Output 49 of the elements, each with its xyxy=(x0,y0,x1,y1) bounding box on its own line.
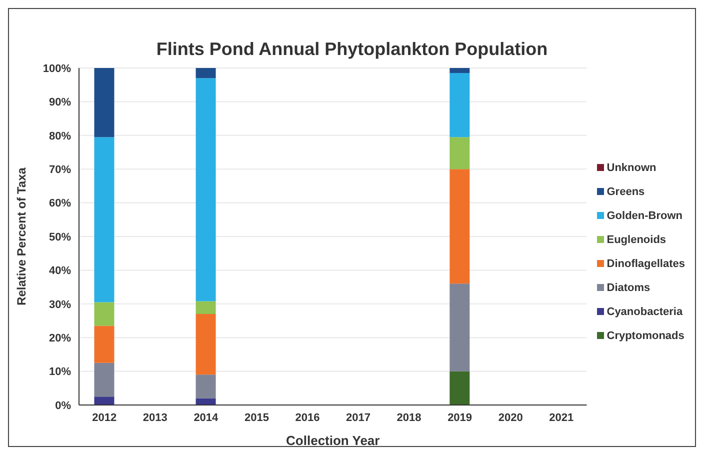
bar xyxy=(196,78,216,302)
legend-label: Greens xyxy=(606,186,645,198)
x-tick-label: 2016 xyxy=(295,412,320,424)
bar xyxy=(94,326,114,363)
y-tick-label: 30% xyxy=(48,298,72,311)
bar xyxy=(450,371,470,405)
y-tick-label: 70% xyxy=(48,164,72,176)
bar xyxy=(450,73,470,138)
legend-label: Cyanobacteria xyxy=(606,306,683,318)
x-tick-label: 2021 xyxy=(549,412,574,424)
x-axis-title: Collection Year xyxy=(286,433,380,448)
x-tick-label: 2012 xyxy=(92,412,117,424)
x-tick-label: 2013 xyxy=(142,412,168,424)
x-tick-label: 2019 xyxy=(448,412,472,424)
legend-label: Cryptomonads xyxy=(606,330,684,342)
x-tick-label: 2020 xyxy=(498,412,523,424)
y-tick-label: 0% xyxy=(55,400,72,412)
bar xyxy=(450,284,470,372)
bar xyxy=(94,137,114,302)
y-tick-label: 50% xyxy=(48,231,72,244)
bar xyxy=(450,169,470,284)
x-tick-label: 2018 xyxy=(396,412,422,424)
y-tick-label: 10% xyxy=(48,366,72,378)
bar xyxy=(94,302,114,326)
bar xyxy=(94,396,114,405)
chart-title: Flints Pond Annual Phytoplankton Population xyxy=(155,39,549,60)
bar xyxy=(450,137,470,170)
legend-label: Euglenoids xyxy=(606,234,666,246)
bar xyxy=(94,362,114,397)
x-tick-label: 2015 xyxy=(244,412,269,424)
legend-label: Dinoflagellates xyxy=(606,258,685,270)
bar xyxy=(196,301,216,314)
bar xyxy=(94,68,114,138)
y-axis-title: Relative Percent of Taxa xyxy=(14,167,28,306)
x-tick-label: 2014 xyxy=(194,412,220,424)
x-tick-label: 2017 xyxy=(346,412,371,424)
legend-label: Golden-Brown xyxy=(606,210,683,222)
y-tick-label: 100% xyxy=(42,62,72,75)
y-tick-label: 80% xyxy=(48,130,72,142)
bar xyxy=(196,314,216,375)
y-tick-label: 40% xyxy=(48,265,72,278)
y-tick-label: 60% xyxy=(48,198,72,210)
legend-label: Diatoms xyxy=(606,282,650,294)
y-tick-label: 90% xyxy=(48,96,72,109)
bar xyxy=(450,68,470,74)
y-tick-label: 20% xyxy=(48,332,72,345)
legend-label: Unknown xyxy=(606,162,656,174)
bar xyxy=(196,374,216,398)
bar xyxy=(196,68,216,78)
